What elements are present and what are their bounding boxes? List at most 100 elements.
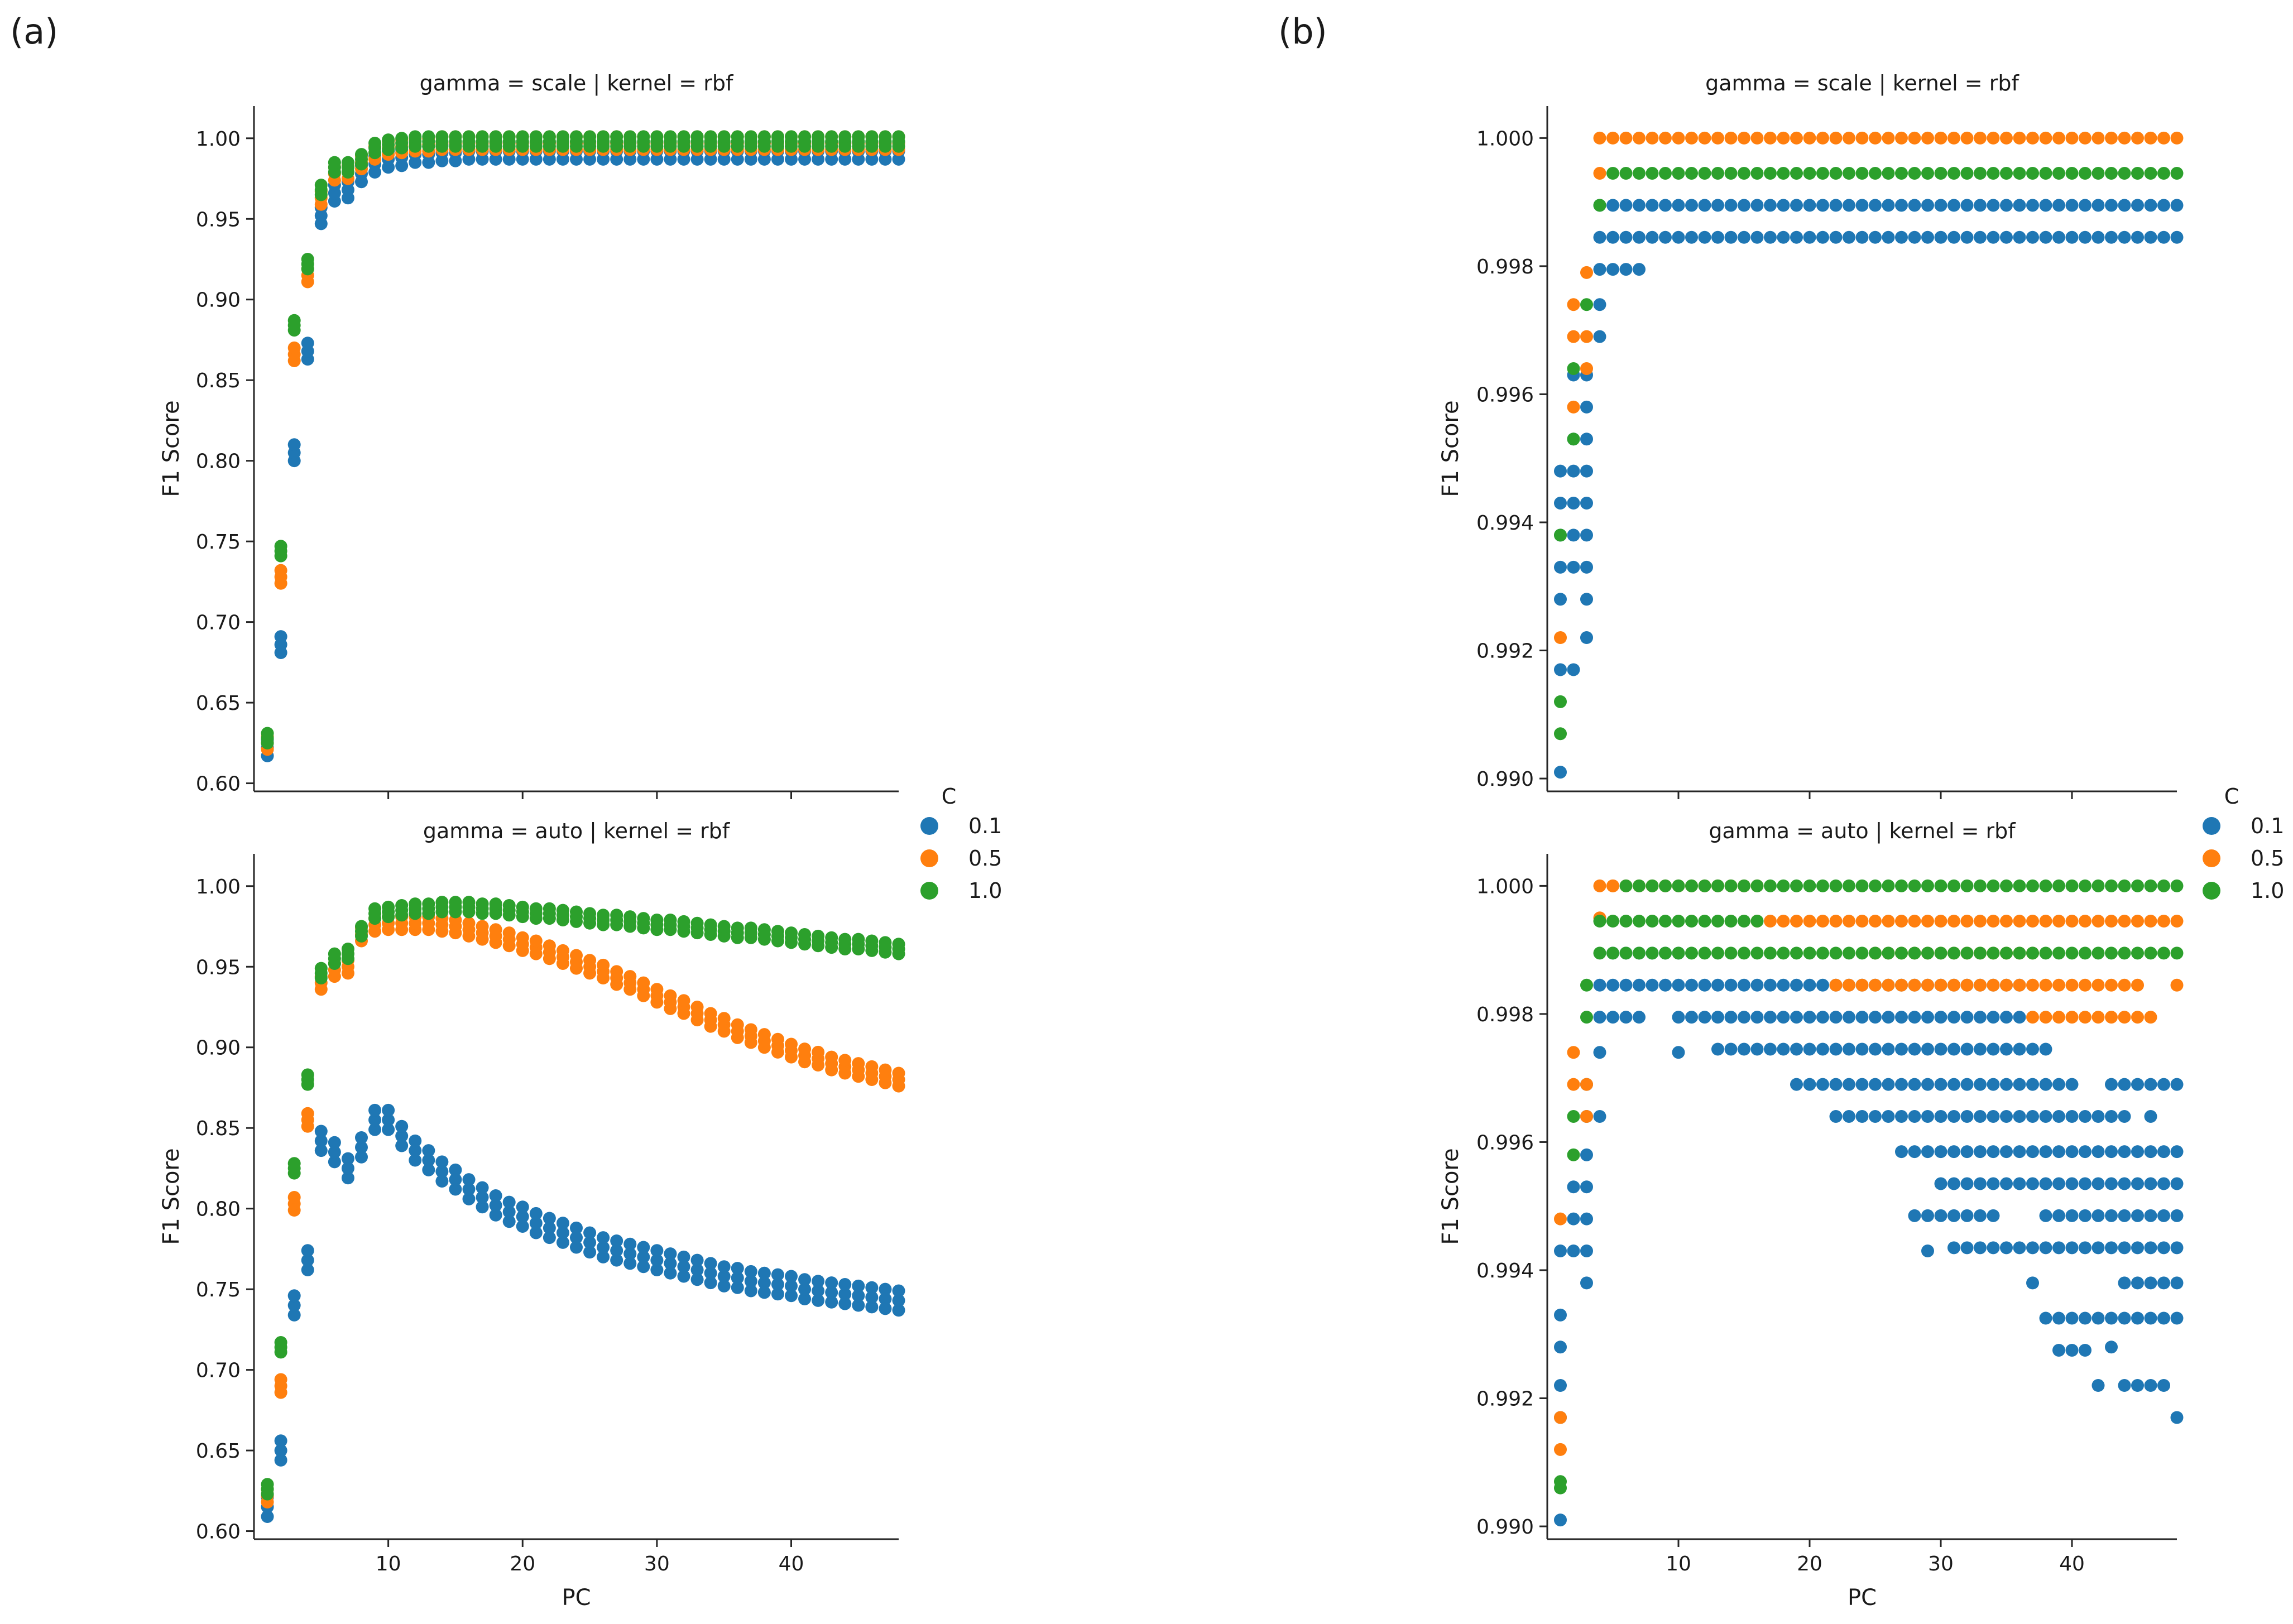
data-point: [2144, 1110, 2157, 1123]
data-point: [556, 1217, 569, 1230]
data-point: [771, 1268, 784, 1281]
data-point: [1869, 131, 1882, 145]
data-point: [1633, 879, 1646, 892]
data-point: [2118, 230, 2131, 244]
data-point: [1790, 1078, 1803, 1091]
data-point: [274, 1453, 287, 1467]
data-point: [1869, 1110, 1882, 1123]
data-point: [1947, 131, 1960, 145]
data-point: [287, 314, 301, 327]
y-tick-label: 0.992: [1476, 640, 1534, 663]
data-point: [328, 947, 341, 960]
data-point: [1711, 1042, 1724, 1056]
data-point: [2131, 230, 2144, 244]
data-point: [583, 1226, 597, 1239]
data-point: [1750, 946, 1764, 960]
data-point: [2013, 1110, 2026, 1123]
facet-title: gamma = auto | kernel = rbf: [1709, 819, 2016, 844]
data-point: [1895, 946, 1908, 960]
data-point: [757, 130, 771, 143]
data-point: [435, 1155, 449, 1169]
data-point: [2065, 978, 2079, 992]
data-point: [435, 1175, 449, 1188]
data-point: [1882, 915, 1895, 928]
data-point: [1554, 727, 1567, 741]
data-point: [1567, 560, 1580, 574]
data-point: [462, 130, 476, 143]
data-point: [1855, 946, 1869, 960]
data-point: [1803, 131, 1816, 145]
data-point: [2039, 131, 2052, 145]
data-point: [1685, 230, 1698, 244]
data-point: [570, 905, 583, 919]
data-point: [1698, 1011, 1711, 1024]
data-point: [2000, 1145, 2013, 1159]
data-point: [879, 1063, 892, 1077]
data-point: [1816, 1042, 1829, 1056]
data-point: [2026, 946, 2039, 960]
data-point: [1987, 199, 2000, 212]
data-point: [2000, 978, 2013, 992]
data-point: [2105, 1145, 2118, 1159]
data-point: [1580, 266, 1593, 279]
data-point: [717, 1270, 731, 1283]
data-point: [597, 1231, 610, 1245]
data-point: [2052, 1145, 2065, 1159]
data-point: [1908, 1078, 1921, 1091]
data-point: [1947, 1011, 1960, 1024]
data-point: [690, 1253, 704, 1267]
data-point: [1974, 1209, 1987, 1222]
data-point: [2013, 1241, 2026, 1255]
data-point: [825, 1050, 838, 1064]
series-0.1: [261, 1103, 905, 1524]
series-1.0: [1554, 167, 2184, 741]
x-tick-label: 20: [510, 1553, 535, 1575]
data-point: [1777, 915, 1790, 928]
data-point: [314, 1144, 328, 1157]
data-point: [2052, 199, 2065, 212]
data-point: [2065, 1311, 2079, 1325]
data-point: [825, 1276, 838, 1290]
data-point: [476, 1181, 489, 1194]
data-point: [771, 925, 784, 938]
data-point: [2091, 1145, 2105, 1159]
data-point: [1882, 1110, 1895, 1123]
data-point: [2157, 879, 2170, 892]
data-point: [1672, 915, 1685, 928]
data-point: [409, 1154, 422, 1167]
data-point: [731, 1281, 744, 1294]
data-point: [717, 1012, 731, 1025]
data-point: [2131, 1241, 2144, 1255]
data-point: [1921, 1245, 1934, 1258]
data-point: [1974, 1177, 1987, 1190]
data-point: [690, 1000, 704, 1013]
x-axis-label: PC: [1848, 1585, 1877, 1611]
data-point: [2105, 1209, 2118, 1222]
data-point: [623, 1257, 637, 1270]
data-point: [1882, 946, 1895, 960]
data-point: [1633, 131, 1646, 145]
y-tick-label: 0.996: [1476, 383, 1534, 406]
data-point: [2079, 1110, 2091, 1123]
data-point: [2039, 230, 2052, 244]
facet-title: gamma = scale | kernel = rbf: [1705, 71, 2019, 96]
data-point: [1816, 230, 1829, 244]
data-point: [1895, 230, 1908, 244]
data-point: [1685, 915, 1698, 928]
data-point: [1711, 167, 1724, 180]
data-point: [2052, 230, 2065, 244]
data-point: [2144, 879, 2157, 892]
data-point: [2105, 230, 2118, 244]
data-point: [1947, 946, 1960, 960]
data-point: [1659, 879, 1672, 892]
data-point: [1960, 1209, 1974, 1222]
data-point: [1987, 1042, 2000, 1056]
panel-label-b: (b): [1278, 11, 1327, 52]
data-point: [1987, 1011, 2000, 1024]
data-point: [2000, 915, 2013, 928]
data-point: [1816, 199, 1829, 212]
data-point: [1974, 131, 1987, 145]
data-point: [2105, 1177, 2118, 1190]
data-point: [1816, 915, 1829, 928]
data-point: [1921, 946, 1934, 960]
